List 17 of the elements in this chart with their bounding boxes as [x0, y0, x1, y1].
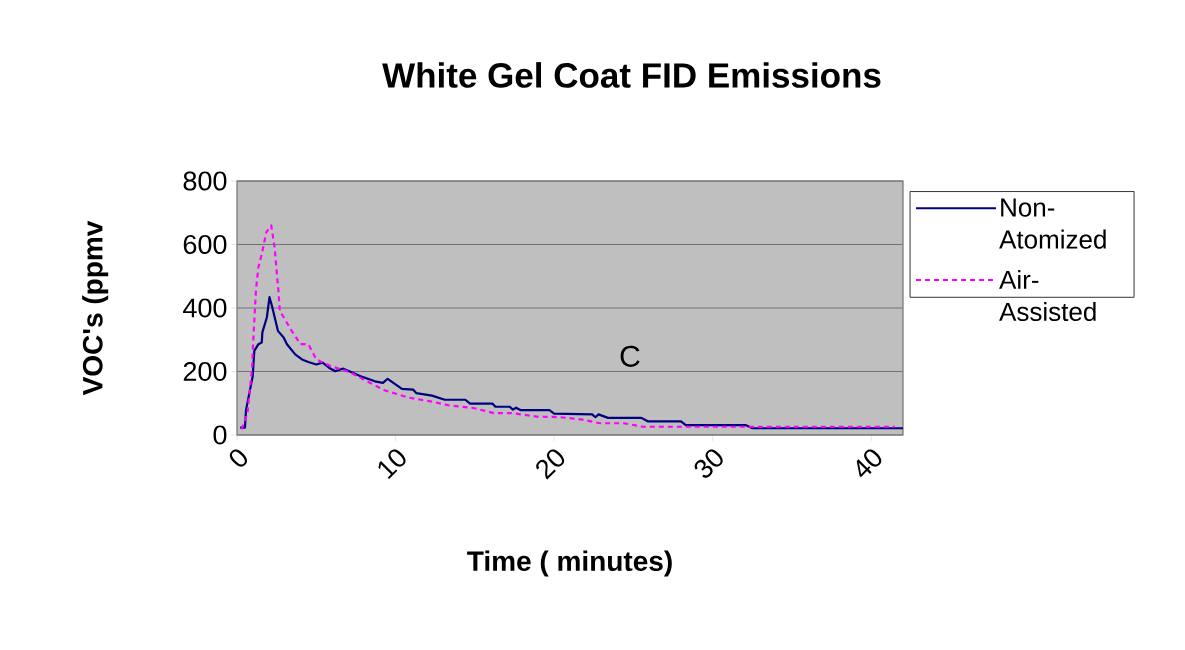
x-tick-label: 10 — [378, 449, 406, 480]
y-axis-title: VOC's (ppmv — [82, 220, 109, 396]
x-tick-label: 30 — [694, 449, 723, 478]
y-tick-label: 600 — [183, 234, 227, 255]
annotation: C — [620, 345, 640, 367]
x-tick-label: 0 — [229, 449, 248, 467]
y-tick-label: 200 — [183, 361, 227, 382]
x-axis-title: Time ( minutes) — [467, 550, 672, 577]
legend-label: Non-Atomized — [999, 198, 1106, 249]
y-tick-label: 0 — [213, 425, 227, 445]
legend-label: Air-Assisted — [999, 269, 1096, 322]
y-tick-label: 800 — [183, 171, 227, 191]
x-tick-label: 20 — [536, 449, 565, 480]
y-tick-label: 400 — [183, 298, 227, 318]
chart-title: White Gel Coat FID Emissions — [382, 62, 881, 88]
x-tick-label: 40 — [856, 449, 882, 478]
line-series — [239, 296, 903, 430]
